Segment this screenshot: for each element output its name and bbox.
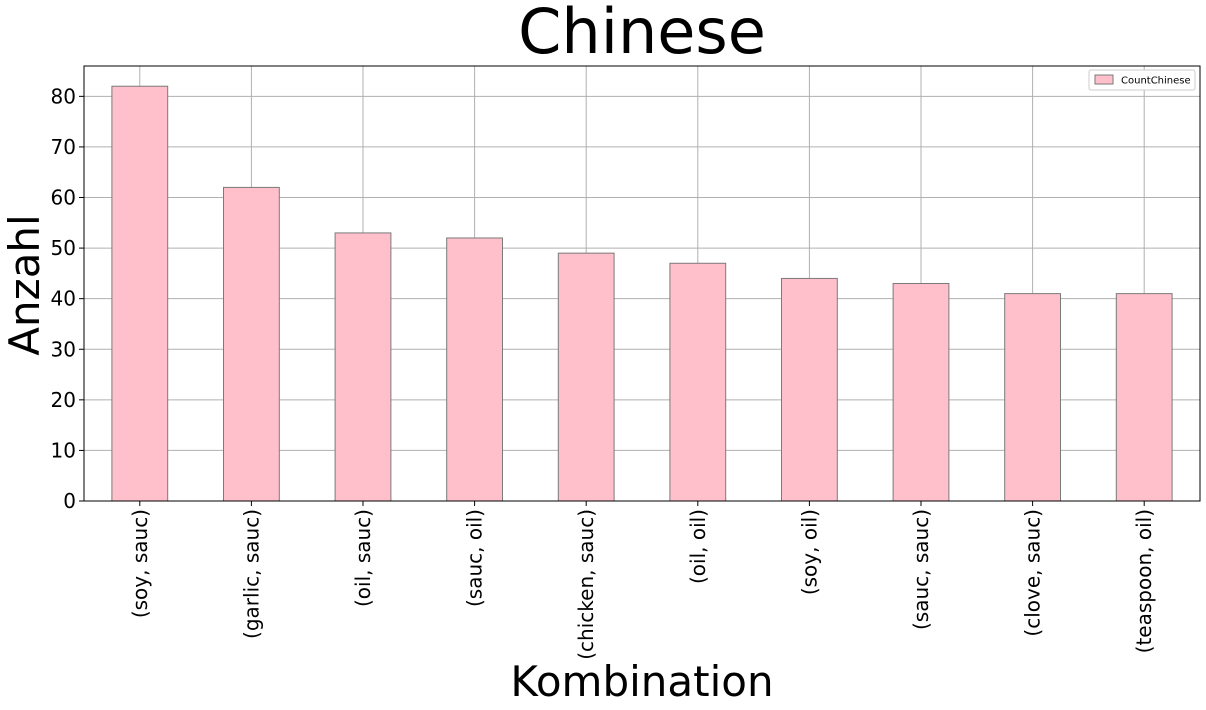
y-tick-label: 30 xyxy=(51,337,76,361)
x-tick-label: (sauc, oil) xyxy=(463,509,487,607)
legend-label: CountChinese xyxy=(1121,76,1191,87)
y-tick-label: 50 xyxy=(51,236,76,260)
bar xyxy=(892,283,950,502)
bar xyxy=(446,237,504,502)
plot-frame xyxy=(83,65,1201,502)
x-tick-label: (oil, sauc) xyxy=(351,509,375,607)
x-tick-label: (soy, sauc) xyxy=(128,509,152,618)
bar xyxy=(111,85,169,502)
y-tick-label: 80 xyxy=(51,84,76,108)
bar xyxy=(334,232,392,502)
bar xyxy=(1004,293,1062,502)
y-tick-label: 60 xyxy=(51,186,76,210)
bars-layer xyxy=(111,85,1173,502)
bar xyxy=(669,262,727,502)
y-tick-label: 0 xyxy=(63,489,76,513)
bar xyxy=(557,252,615,502)
y-tick-label: 40 xyxy=(51,287,76,311)
y-tick-label: 10 xyxy=(51,438,76,462)
y-axis-label: Anzahl xyxy=(0,214,49,355)
x-axis-label: Kombination xyxy=(510,657,773,706)
x-tick-label: (sauc, sauc) xyxy=(909,509,933,630)
x-tick-label: (oil, oil) xyxy=(686,509,710,584)
x-tick-labels: (soy, sauc) (garlic, sauc) (oil, sauc) (sau… xyxy=(128,501,1156,660)
bar xyxy=(781,277,838,502)
y-tick-label: 20 xyxy=(51,388,76,412)
legend-swatch xyxy=(1094,74,1114,85)
y-tick-label: 70 xyxy=(51,135,76,159)
x-tick-label: (chicken, sauc) xyxy=(574,509,598,660)
x-tick-label: (clove, sauc) xyxy=(1021,509,1045,637)
x-tick-label: (soy, oil) xyxy=(797,509,821,595)
bar xyxy=(223,186,280,502)
y-tick-labels: 0 10 20 30 40 50 60 70 80 xyxy=(51,84,84,513)
chart-title: Chinese xyxy=(518,0,766,68)
bar xyxy=(1115,293,1173,502)
x-tick-label: (teaspoon, oil) xyxy=(1132,509,1156,653)
legend-box xyxy=(1088,69,1196,91)
legend: CountChinese xyxy=(1088,69,1196,91)
x-tick-label: (garlic, sauc) xyxy=(239,509,263,639)
